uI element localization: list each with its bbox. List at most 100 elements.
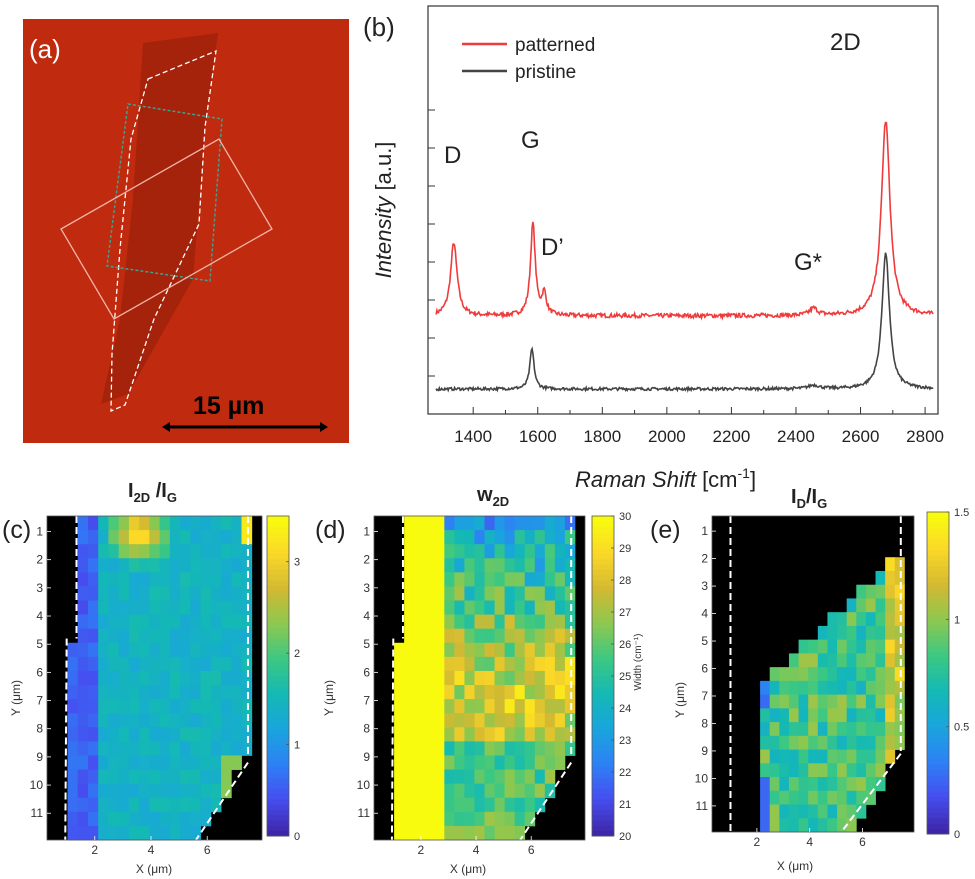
heatmap-cell [149,656,161,672]
heatmap-cell [414,516,425,531]
heatmap-cell [118,572,130,587]
heatmap-cell [108,572,120,587]
heatmap-cell [210,685,222,700]
heatmap-cell [149,558,161,573]
heatmap-cell [87,713,99,728]
heatmap-cell [524,699,536,714]
panel-c-i2d-ig-map: (c) I2D /IG 1 2 3 4 5 6 7 8 9 10 11 2 4 6 0 1 2 3 X (μm)… [2,480,300,876]
heatmap-cell [779,804,790,819]
colorbar-segment [927,608,949,615]
heatmap-cell [865,639,876,654]
heatmap-cell [534,727,546,742]
heatmap-cell [524,656,536,672]
heatmap-cell [404,797,415,813]
heatmap-cell [231,642,242,658]
heatmap-cell [494,741,506,756]
heatmap-cell [894,625,905,641]
peak-label-d: D [444,142,461,169]
heatmap-cell [210,544,222,559]
heatmap-cell [87,642,99,658]
heatmap-cell [87,530,99,545]
heatmap-cell [190,769,201,785]
heatmap-cell [414,797,425,813]
heatmap-cell [128,600,140,616]
heatmap-cell [464,656,475,672]
colorbar-tick-label: 3 [294,557,300,569]
colorbar-segment [927,742,949,749]
heatmap-cell [424,755,435,770]
heatmap-cell [149,811,161,827]
heatmap-cell [779,722,790,737]
heatmap-cell [414,530,425,545]
colorbar-segment [927,683,949,690]
colorbar-segment [267,761,289,768]
heatmap-cell [221,516,232,531]
heatmap-cell [77,614,89,630]
heatmap-cell [159,656,171,672]
colorbar-segment [927,646,949,653]
heatmap-cell [241,713,253,728]
colorbar-segment [927,715,949,722]
heatmap-cell [865,749,876,764]
heatmap-cell [837,790,848,805]
heatmap-cell [865,790,876,805]
heatmap-cell [221,741,232,756]
heatmap-cell [404,713,415,728]
heatmap-cell [827,735,838,750]
heatmap-cell [231,558,242,573]
heatmap-cell [159,544,171,559]
heatmap-cell [108,516,120,531]
heatmap-cell [180,656,191,672]
heatmap-cell [424,699,435,714]
heatmap-cell [190,825,201,841]
heatmap-cell [514,600,526,616]
heatmap-cell [564,530,576,545]
heatmap-cell [128,741,140,756]
heatmap-cell [98,811,109,827]
heatmap-cell [180,727,191,742]
colorbar-segment [267,820,289,826]
heatmap-cell [885,735,896,750]
heatmap-cell [87,741,99,756]
heatmap-cell [760,804,771,819]
heatmap-cell [885,625,896,641]
heatmap-cell [444,811,455,827]
heatmap-cell [200,530,212,545]
heatmap-cell [875,777,886,792]
colorbar-segment [267,638,289,645]
colorbar-segment [927,635,949,642]
heatmap-cell [856,653,867,668]
heatmap-cell [87,727,99,742]
colorbar-segment [592,590,614,597]
heatmap-cell [464,530,475,545]
heatmap-cell [534,783,546,799]
heatmap-cell [87,572,99,587]
heatmap-cell [118,825,130,841]
heatmap-cell [98,741,109,756]
colorbar-segment [927,774,949,781]
heatmap-cell [180,685,191,700]
colorbar-segment [592,761,614,768]
colorbar-segment [267,537,289,544]
heatmap-cell [98,797,109,813]
heatmap-cell [149,642,161,658]
map-x-tick-label: 2 [418,843,425,857]
heatmap-cell [760,735,771,750]
graphene-flake [101,33,218,404]
colorbar-segment [592,526,614,533]
heatmap-cell [484,727,495,742]
heatmap-cell [779,749,790,764]
heatmap-cell [169,628,181,644]
colorbar-segment [267,772,289,778]
heatmap-cell [788,735,799,750]
heatmap-cell [464,783,475,799]
heatmap-cell [494,670,506,686]
heatmap-cell [885,667,896,682]
heatmap-cell [514,572,526,587]
heatmap-cell [875,694,886,709]
colorbar-tick-label: 2 [294,648,300,660]
colorbar-tick-label: 30 [619,511,631,523]
heatmap-cell [169,811,181,827]
heatmap-cell [108,797,120,813]
